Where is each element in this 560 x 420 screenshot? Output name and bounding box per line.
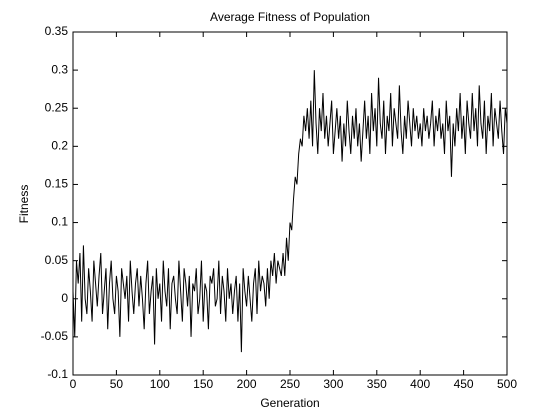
y-tick-label: 0.05: [45, 253, 69, 267]
x-tick-label: 0: [70, 377, 77, 391]
x-tick-label: 200: [237, 377, 257, 391]
x-tick-label: 150: [193, 377, 213, 391]
y-tick-label: 0.2: [51, 139, 68, 153]
x-tick-label: 100: [150, 377, 170, 391]
y-tick-label: -0.05: [41, 329, 69, 343]
y-tick-label: 0.3: [51, 62, 68, 76]
x-tick-label: 50: [110, 377, 124, 391]
y-tick-label: 0.15: [45, 177, 69, 191]
x-tick-label: 350: [367, 377, 387, 391]
y-tick-label: 0.35: [45, 24, 69, 38]
x-tick-label: 400: [410, 377, 430, 391]
x-tick-label: 450: [454, 377, 474, 391]
x-tick-label: 250: [280, 377, 300, 391]
y-tick-label: 0: [61, 291, 68, 305]
y-tick-label: -0.1: [47, 367, 68, 381]
fitness-line: [72, 70, 508, 353]
x-tick-label: 300: [323, 377, 343, 391]
y-axis-label: Fitness: [17, 185, 31, 224]
x-tick-label: 500: [497, 377, 517, 391]
y-tick-label: 0.25: [45, 100, 69, 114]
y-tick-label: 0.1: [51, 215, 68, 229]
chart-title: Average Fitness of Population: [210, 10, 370, 24]
x-axis-label: Generation: [260, 396, 319, 410]
plot-box: [72, 31, 508, 376]
